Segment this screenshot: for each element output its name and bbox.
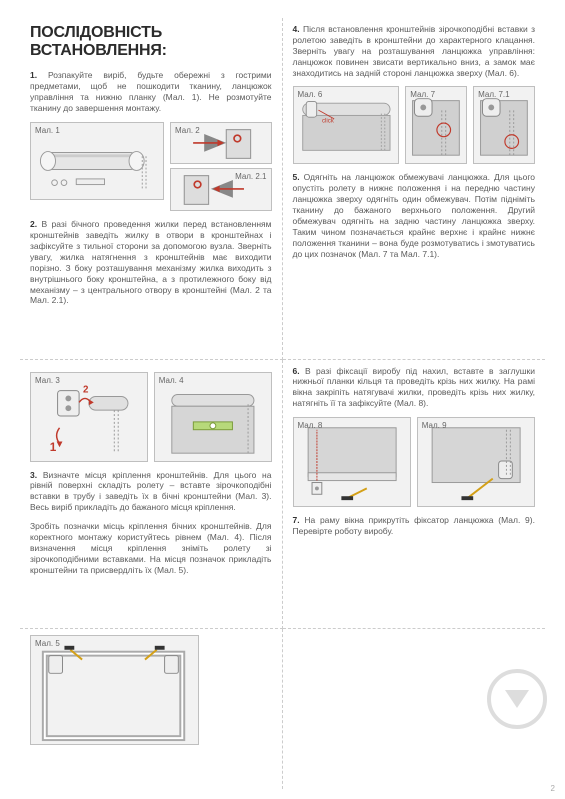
figure-5: Мал. 5 <box>30 635 199 745</box>
watermark-icon <box>487 669 547 729</box>
fig8-svg <box>294 418 410 506</box>
figure-9: Мал. 9 <box>417 417 535 507</box>
step-4: 4. Після встановлення кронштейнів зірочк… <box>293 24 536 78</box>
download-arrow-icon <box>505 690 529 708</box>
step-5: 5. Одягніть на ланцюжок обмежувачі ланцю… <box>293 172 536 259</box>
svg-text:2: 2 <box>83 384 89 395</box>
fig-71-label: Мал. 7.1 <box>478 90 509 99</box>
step-1: 1. Розпакуйте виріб, будьте обережні з г… <box>30 70 272 114</box>
step-4-num: 4. <box>293 24 300 34</box>
page-number: 2 <box>551 784 555 793</box>
fig-7-label: Мал. 7 <box>410 90 435 99</box>
fig-row-4: Мал. 6 click Мал. 7 <box>293 86 536 164</box>
figure-7: Мал. 7 <box>405 86 467 164</box>
section-6-7: 6. В разі фіксації виробу під нахил, вст… <box>283 360 546 629</box>
svg-text:1: 1 <box>50 441 57 454</box>
step-3: 3. Визначте місця кріплення кронштейнів.… <box>30 470 272 514</box>
step-3b: Зробіть позначки місць кріплення бічних … <box>30 521 272 575</box>
step-2-num: 2. <box>30 219 37 229</box>
figure-2-1: Мал. 2.1 <box>170 168 272 211</box>
figure-3: Мал. 3 2 1 <box>30 372 148 462</box>
fig3-svg: 2 1 <box>31 373 147 461</box>
fig-21-label: Мал. 2.1 <box>235 172 266 181</box>
step-1-num: 1. <box>30 70 37 80</box>
fig-8-label: Мал. 8 <box>298 421 323 430</box>
section-1-2: ПОСЛІДОВНІСТЬ ВСТАНОВЛЕННЯ: 1. Розпакуйт… <box>20 18 283 360</box>
step-7: 7. На раму вікна прикрутіть фіксатор лан… <box>293 515 536 537</box>
fig-4-label: Мал. 4 <box>159 376 184 385</box>
step-6-num: 6. <box>293 366 300 376</box>
step-3-num: 3. <box>30 470 37 480</box>
section-fig5: Мал. 5 <box>20 629 283 789</box>
fig-5-label: Мал. 5 <box>35 639 60 648</box>
fig-6-label: Мал. 6 <box>298 90 323 99</box>
step-5-num: 5. <box>293 172 300 182</box>
fig-2-label: Мал. 2 <box>175 126 200 135</box>
figure-4: Мал. 4 <box>154 372 272 462</box>
figure-8: Мал. 8 <box>293 417 411 507</box>
step-2-text: В разі бічного проведення жилки перед вс… <box>30 219 272 305</box>
step-2: 2. В разі бічного проведення жилки перед… <box>30 219 272 306</box>
fig4-svg <box>155 373 271 461</box>
step-3-text: Визначте місця кріплення кронштейнів. Дл… <box>30 470 272 513</box>
fig5-svg <box>31 636 198 744</box>
figure-1: Мал. 1 <box>30 122 164 200</box>
figure-2: Мал. 2 <box>170 122 272 165</box>
step-6-text: В разі фіксації виробу під нахил, вставт… <box>293 366 536 409</box>
step-5-text: Одягніть на ланцюжок обмежувачі ланцюжка… <box>293 172 536 258</box>
step-1-text: Розпакуйте виріб, будьте обережні з гост… <box>30 70 272 113</box>
step-6: 6. В разі фіксації виробу під нахил, вст… <box>293 366 536 410</box>
section-3: Мал. 3 2 1 Мал. 4 <box>20 360 283 629</box>
fig-row-6: Мал. 8 Мал. 9 <box>293 417 536 507</box>
step-3b-text: Зробіть позначки місць кріплення бічних … <box>30 521 272 575</box>
fig9-svg <box>418 418 534 506</box>
fig-9-label: Мал. 9 <box>422 421 447 430</box>
step-7-num: 7. <box>293 515 300 525</box>
step-4-text: Після встановлення кронштейнів зірочкопо… <box>293 24 536 78</box>
fig-row-3: Мал. 3 2 1 Мал. 4 <box>30 372 272 462</box>
figure-6: Мал. 6 click <box>293 86 400 164</box>
fig-3-label: Мал. 3 <box>35 376 60 385</box>
figure-7-1: Мал. 7.1 <box>473 86 535 164</box>
section-4-5: 4. Після встановлення кронштейнів зірочк… <box>283 18 546 360</box>
step-7-text: На раму вікна прикрутіть фіксатор ланцюж… <box>293 515 535 536</box>
fig-row-1: Мал. 1 Мал. 2 <box>30 122 272 212</box>
page-title: ПОСЛІДОВНІСТЬ ВСТАНОВЛЕННЯ: <box>30 24 272 60</box>
fig-1-label: Мал. 1 <box>35 126 60 135</box>
